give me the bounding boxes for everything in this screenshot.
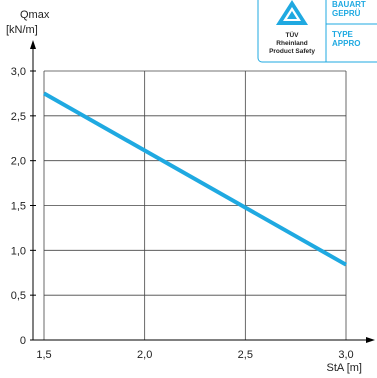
y-tick-label: 2,0 <box>11 156 26 168</box>
x-tick-label: 3,0 <box>338 349 353 361</box>
series-layer <box>43 91 347 267</box>
ticks: 0 0,5 1,0 1,5 2,0 2,5 3,0 1,5 2,0 2,5 3,0 <box>11 66 354 361</box>
y-axis-label-line1: Qmax <box>20 9 50 21</box>
y-tick-label: 1,5 <box>11 201 26 213</box>
y-axis-label-line2: [kN/m] <box>6 24 38 36</box>
type-label: TYPE <box>332 30 354 39</box>
certification-badge: TÜV Rheinland Product Safety BAUART GEPR… <box>257 0 377 63</box>
x-tick-label: 2,5 <box>238 349 253 361</box>
y-axis-arrow <box>30 40 36 49</box>
bauart-label: BAUART <box>332 0 366 9</box>
y-tick-label: 0 <box>20 335 26 347</box>
approved-label: APPRO <box>332 39 360 48</box>
x-tick-label: 1,5 <box>36 349 51 361</box>
product-safety-label: Product Safety <box>269 48 315 55</box>
tuv-label: TÜV <box>286 30 300 39</box>
rheinland-label: Rheinland <box>276 40 307 47</box>
gepruft-label: GEPRÜ <box>332 9 361 18</box>
y-tick-label: 0,5 <box>11 290 26 302</box>
series-line <box>43 91 347 267</box>
x-axis-label: StA [m] <box>327 362 362 374</box>
tuv-triangle-icon <box>276 0 308 25</box>
grid <box>43 70 347 340</box>
y-tick-label: 2,5 <box>11 111 26 123</box>
axes <box>30 40 375 343</box>
y-tick-label: 1,0 <box>11 245 26 257</box>
x-tick-label: 2,0 <box>137 349 152 361</box>
y-tick-label: 3,0 <box>11 66 26 78</box>
x-axis-arrow <box>366 337 375 343</box>
